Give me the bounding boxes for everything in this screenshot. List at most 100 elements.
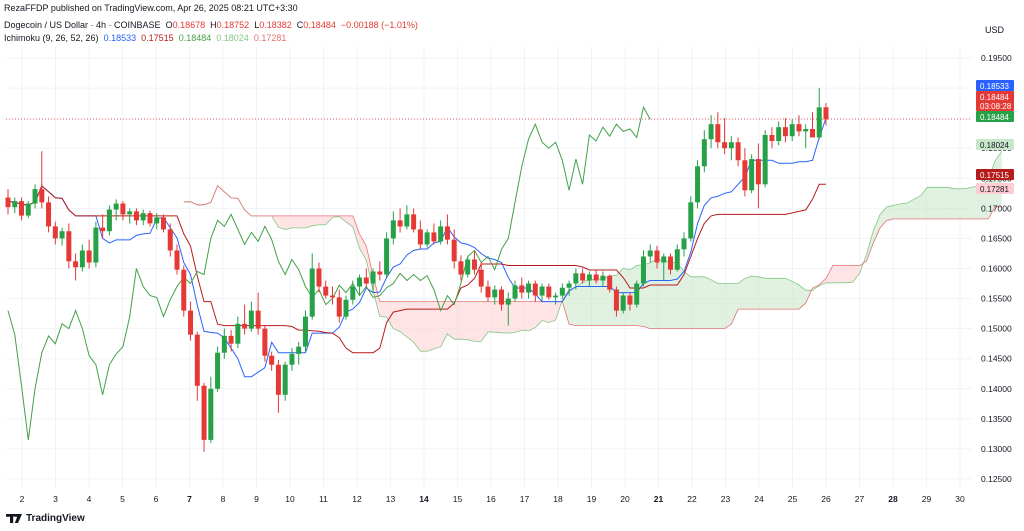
candle-body [424, 232, 430, 245]
y-tick-label: 0.13500 [981, 414, 1012, 424]
x-tick-label: 13 [386, 494, 396, 504]
change-value: −0.00188 (−1.01%) [340, 20, 418, 30]
cloud-segment [487, 301, 495, 333]
candle-body [86, 250, 92, 263]
cloud-segment [934, 187, 941, 219]
cloud-segment [474, 301, 482, 342]
candle-body [242, 323, 248, 329]
candle-body [215, 352, 221, 389]
price-badge-bg [976, 91, 1014, 102]
cloud-segment [927, 187, 935, 219]
cloud-segment [832, 265, 840, 283]
candle-body [262, 328, 268, 356]
cloud-segment [880, 206, 887, 228]
price-badge-text: 0.18024 [980, 141, 1009, 150]
span-a-value: 0.18024 [216, 33, 249, 43]
candle-body [539, 286, 545, 296]
cloud-segment [278, 215, 286, 230]
price-badge-text: 0.18484 [980, 113, 1009, 122]
candle-body [154, 217, 160, 224]
cloud-segment [704, 276, 712, 329]
candle-body [12, 201, 18, 208]
x-tick-label: 21 [654, 494, 664, 504]
cloud-segment [798, 285, 806, 310]
cloud-segment [717, 283, 725, 329]
candle-body [79, 250, 85, 268]
candle-body [269, 355, 275, 365]
cloud-segment [386, 301, 394, 329]
cloud-segment [460, 301, 468, 340]
ichimoku-lines [7, 105, 1003, 440]
cloud-segment [285, 215, 292, 230]
price-badge-text: 0.17515 [980, 171, 1009, 180]
candle-body [688, 202, 694, 239]
candle-body [715, 124, 721, 143]
cloud-segment [873, 214, 881, 243]
span-a-line [183, 150, 1003, 352]
candle-body [492, 289, 498, 298]
cloud-segment [393, 301, 401, 332]
cloud-segment [623, 268, 630, 326]
cloud-segment [677, 263, 685, 329]
cloud-segment [542, 301, 549, 323]
candle-body [160, 217, 166, 230]
x-tick-label: 15 [453, 494, 463, 504]
x-tick-label: 16 [486, 494, 496, 504]
symbol-name[interactable]: Dogecoin / US Dollar · 4h · COINBASE [4, 20, 161, 30]
candle-body [559, 287, 565, 296]
candle-body [755, 159, 761, 185]
candle-body [485, 286, 491, 298]
candle-body [661, 256, 667, 263]
candle-body [823, 107, 829, 120]
cloud-segment [318, 215, 326, 225]
candle-body [519, 285, 525, 293]
price-badge-bg [976, 111, 1014, 122]
cloud-segment [352, 215, 360, 249]
currency-label[interactable]: USD [984, 25, 1004, 35]
candle-body [654, 250, 660, 263]
candle-body [357, 277, 363, 287]
x-tick-label: 8 [221, 494, 226, 504]
candle-body [444, 226, 450, 240]
cloud-segment [379, 301, 387, 318]
cloud-segment [501, 301, 509, 334]
y-tick-label: 0.19500 [981, 53, 1012, 63]
cloud-segment [954, 188, 962, 219]
cloud-segment [359, 233, 367, 261]
ichimoku-legend[interactable]: Ichimoku (9, 26, 52, 26) 0.18533 0.17515… [4, 33, 286, 43]
x-tick-label: 25 [788, 494, 798, 504]
candle-body [708, 124, 714, 140]
tradingview-logo-icon [6, 514, 22, 523]
candle-body [370, 271, 376, 284]
cloud-segment [521, 301, 529, 331]
candle-body [573, 273, 579, 284]
publisher-line: RezaFFDP published on TradingView.com, A… [4, 3, 298, 13]
cloud-segment [771, 278, 779, 310]
candle-body [5, 197, 11, 208]
x-tick-label: 9 [254, 494, 259, 504]
cloud-segment [974, 185, 982, 219]
candle-body [309, 268, 315, 317]
tradingview-brand: TradingView [6, 513, 85, 524]
x-tick-label: 30 [955, 494, 965, 504]
cloud-segment [515, 301, 522, 333]
candle-body [397, 220, 403, 227]
cloud-segment [305, 215, 313, 228]
x-tick-label: 29 [922, 494, 932, 504]
cloud-segment [907, 199, 914, 219]
close-value: 0.18484 [303, 20, 336, 30]
cloud-segment [575, 282, 583, 326]
cloud-segment [291, 215, 299, 228]
lagging-value: 0.18484 [178, 33, 212, 43]
cloud-segment [629, 265, 637, 326]
cloud-segment [420, 301, 428, 352]
price-badge-text: 0.17281 [980, 185, 1009, 194]
candle-body [255, 310, 261, 329]
cloud-segment [751, 276, 759, 310]
candle-body [465, 259, 471, 275]
y-tick-label: 0.16500 [981, 233, 1012, 243]
cloud-segment [656, 258, 664, 329]
candle-body [106, 209, 112, 232]
candle-body [742, 160, 748, 191]
